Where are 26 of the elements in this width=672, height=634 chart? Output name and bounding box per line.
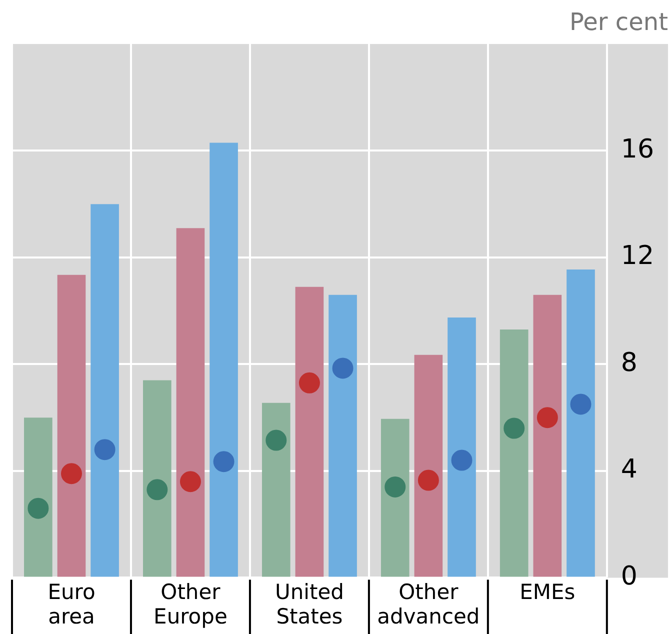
x-tick-label: EMEs xyxy=(520,580,576,604)
y-axis-title: Per cent xyxy=(570,8,668,36)
bar xyxy=(176,228,205,577)
x-tick-label: United States xyxy=(274,580,344,628)
bar xyxy=(262,402,290,577)
bar xyxy=(566,269,595,577)
bar xyxy=(380,418,410,577)
bar xyxy=(90,204,119,577)
x-tick-label: Other Europe xyxy=(154,580,228,628)
y-tick-label: 0 xyxy=(620,561,638,592)
bar xyxy=(143,380,172,577)
bar xyxy=(24,418,52,577)
bar xyxy=(210,142,238,577)
bar xyxy=(414,354,443,577)
y-tick-label: 8 xyxy=(620,348,638,378)
y-tick-label: 4 xyxy=(620,454,638,485)
bar xyxy=(57,274,86,577)
bar xyxy=(533,294,562,577)
x-tick-label: Other advanced xyxy=(377,580,480,628)
y-tick-label: 12 xyxy=(620,241,654,272)
bar xyxy=(328,294,357,577)
bar xyxy=(500,330,528,577)
y-tick-label: 16 xyxy=(620,134,654,164)
bar xyxy=(295,286,324,577)
x-tick-label: Euro area xyxy=(48,580,96,628)
bar xyxy=(448,318,476,577)
